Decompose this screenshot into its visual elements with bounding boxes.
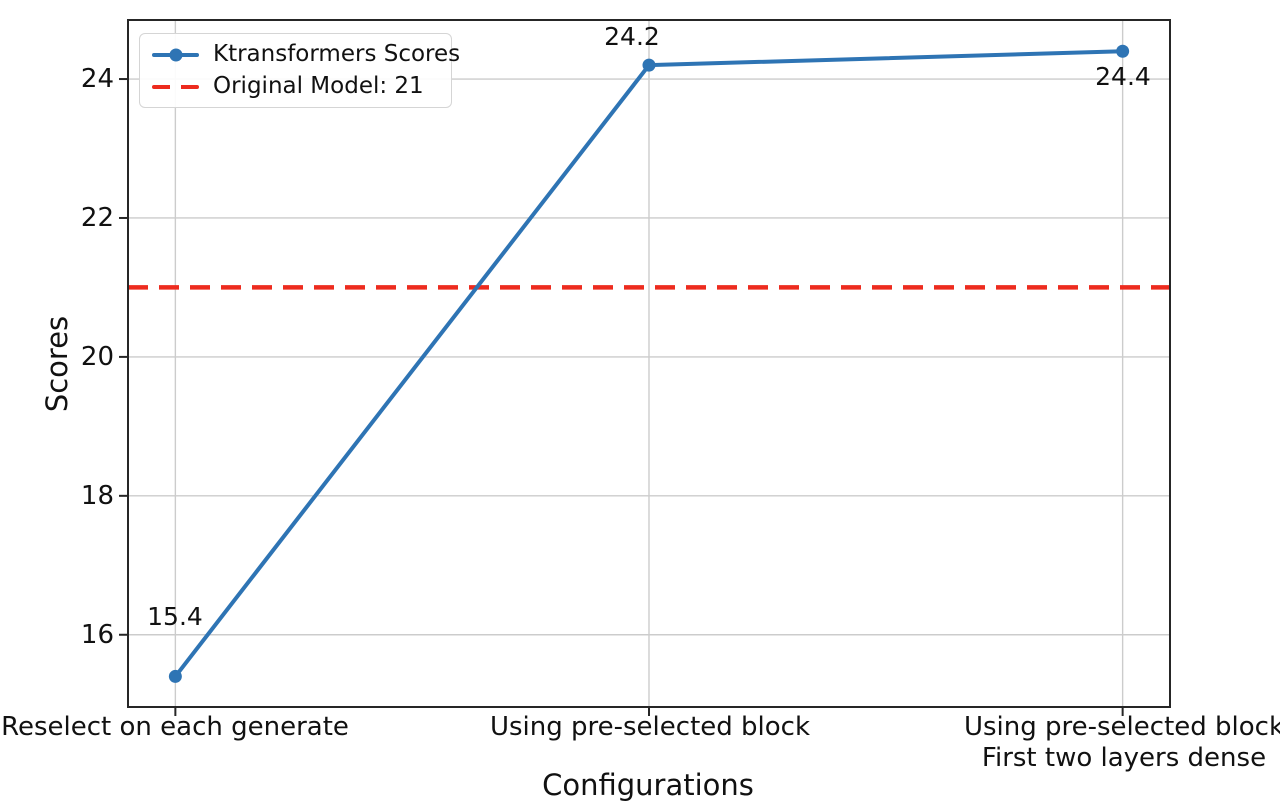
data-label: 24.4 [1095,62,1151,91]
legend: Ktransformers Scores Original Model: 21 [139,33,460,108]
legend-line-sample [152,48,199,61]
y-tick-label: 24 [80,64,114,94]
legend-item: Ktransformers Scores [152,41,460,68]
data-point-marker [168,669,182,683]
x-tick-label: Using pre-selected block First two layer… [963,712,1280,773]
legend-item-label: Ktransformers Scores [213,41,461,67]
data-point-marker [1116,44,1130,58]
y-tick-label: 16 [80,620,114,650]
data-label: 24.2 [604,22,660,51]
x-tick-label: Reselect on each generate [1,712,349,742]
x-axis-title: Configurations [542,768,754,802]
legend-dash-sample [152,84,199,89]
y-tick-label: 22 [80,203,114,233]
y-tick-label: 20 [80,342,114,372]
data-point-marker [642,58,656,72]
legend-marker-dot [169,48,182,61]
data-label: 15.4 [147,602,203,631]
legend-item: Original Model: 21 [152,73,439,100]
x-tick-label: Using pre-selected block [489,712,811,742]
legend-item-label: Original Model: 21 [213,73,424,99]
y-tick-label: 18 [80,481,114,511]
